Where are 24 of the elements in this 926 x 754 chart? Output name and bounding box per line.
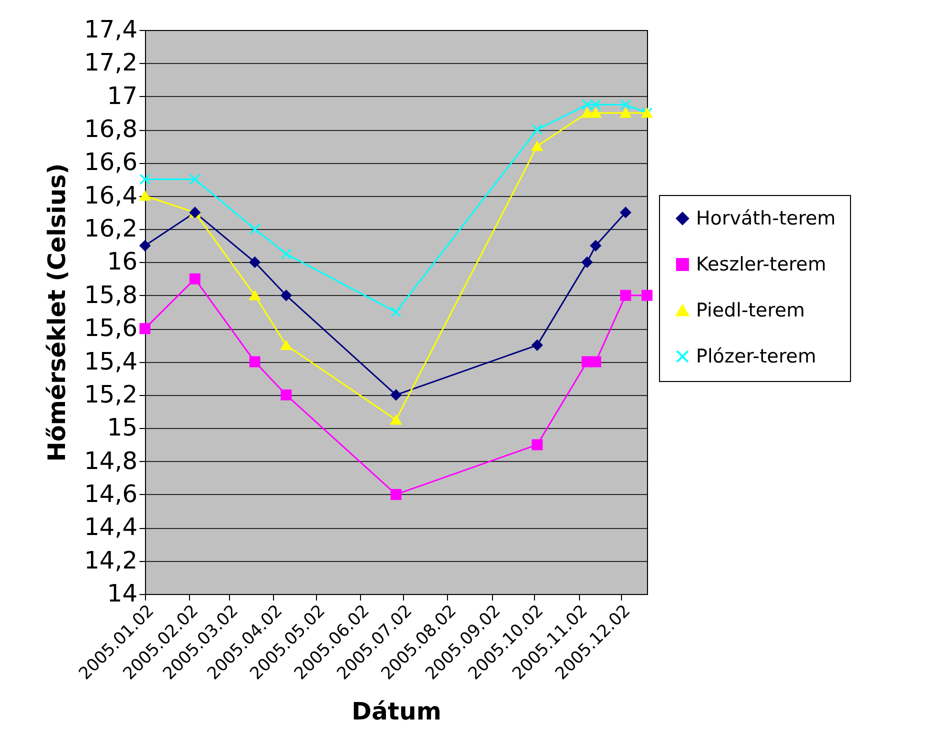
y-tick-label: 15,2 — [84, 380, 138, 408]
y-tick-label: 17 — [106, 82, 138, 110]
y-tick-label: 14,8 — [84, 446, 138, 475]
y-tick-label: 16,6 — [84, 148, 138, 176]
y-tick-label: 14,2 — [84, 546, 138, 574]
y-tick-label: 14 — [106, 580, 138, 608]
y-tick-label: 16,2 — [84, 214, 138, 243]
y-tick-label: 16 — [106, 248, 138, 276]
y-tick-label: 15,6 — [84, 314, 138, 342]
y-tick-label: 16,8 — [84, 115, 138, 144]
y-tick-label: 14,4 — [84, 513, 138, 542]
y-tick-label: 15,8 — [84, 280, 138, 309]
legend-label: Piedl-terem — [696, 300, 805, 322]
y-tick-label: 15,4 — [84, 347, 138, 376]
y-tick-label: 17,4 — [84, 16, 138, 44]
y-axis-title: Hőmérséklet (Celsius) — [43, 163, 72, 462]
x-axis-title: Dátum — [352, 698, 442, 726]
y-tick-label: 17,2 — [84, 48, 138, 77]
legend-label: Horváth-terem — [696, 208, 836, 230]
legend-label: Keszler-terem — [696, 254, 826, 276]
legend-label: Plózer-terem — [696, 346, 816, 368]
y-tick-label: 14,6 — [84, 480, 138, 508]
y-tick-label: 16,4 — [84, 181, 138, 210]
y-tick-label: 15 — [106, 414, 138, 442]
